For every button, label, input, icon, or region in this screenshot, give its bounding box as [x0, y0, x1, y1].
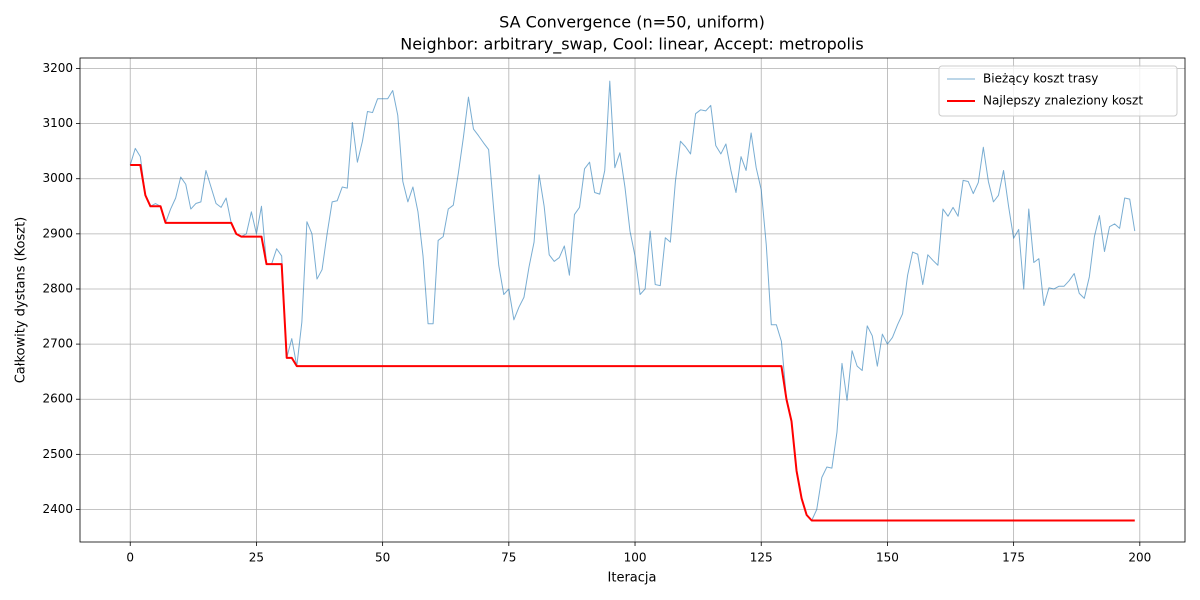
y-tick-label: 3000	[42, 171, 73, 185]
x-tick-label: 0	[126, 551, 134, 565]
x-tick-label: 50	[375, 551, 390, 565]
chart-subtitle: Neighbor: arbitrary_swap, Cool: linear, …	[400, 35, 864, 55]
y-tick-label: 2900	[42, 226, 73, 240]
x-axis-label: Iteracja	[608, 571, 657, 586]
x-tick-label: 75	[501, 551, 516, 565]
plot-frame	[79, 57, 1186, 543]
legend-box	[938, 65, 1178, 117]
x-tick-label: 100	[624, 551, 647, 565]
x-tick-label: 175	[1002, 551, 1025, 565]
series-line	[129, 80, 1136, 521]
x-tick-label: 125	[750, 551, 773, 565]
legend: Bieżący koszt trasy Najlepszy znaleziony …	[938, 65, 1178, 117]
y-tick-label: 2500	[42, 447, 73, 461]
y-tick-label: 2700	[42, 337, 73, 351]
y-tick-label: 3100	[42, 116, 73, 130]
x-tick-label: 200	[1128, 551, 1151, 565]
chart-title: SA Convergence (n=50, uniform)	[499, 13, 765, 32]
y-tick-label: 2800	[42, 281, 73, 295]
x-tick-label: 150	[876, 551, 899, 565]
legend-label: Bieżący koszt trasy	[983, 72, 1098, 86]
y-tick-label: 3200	[42, 61, 73, 75]
y-tick-label: 2600	[42, 392, 73, 406]
series-line	[130, 163, 1135, 522]
legend-label: Najlepszy znaleziony koszt	[983, 94, 1143, 108]
x-tick-label: 25	[249, 551, 264, 565]
y-tick-label: 2400	[42, 502, 73, 516]
y-axis-label: Całkowity dystans (Koszt)	[14, 217, 29, 384]
